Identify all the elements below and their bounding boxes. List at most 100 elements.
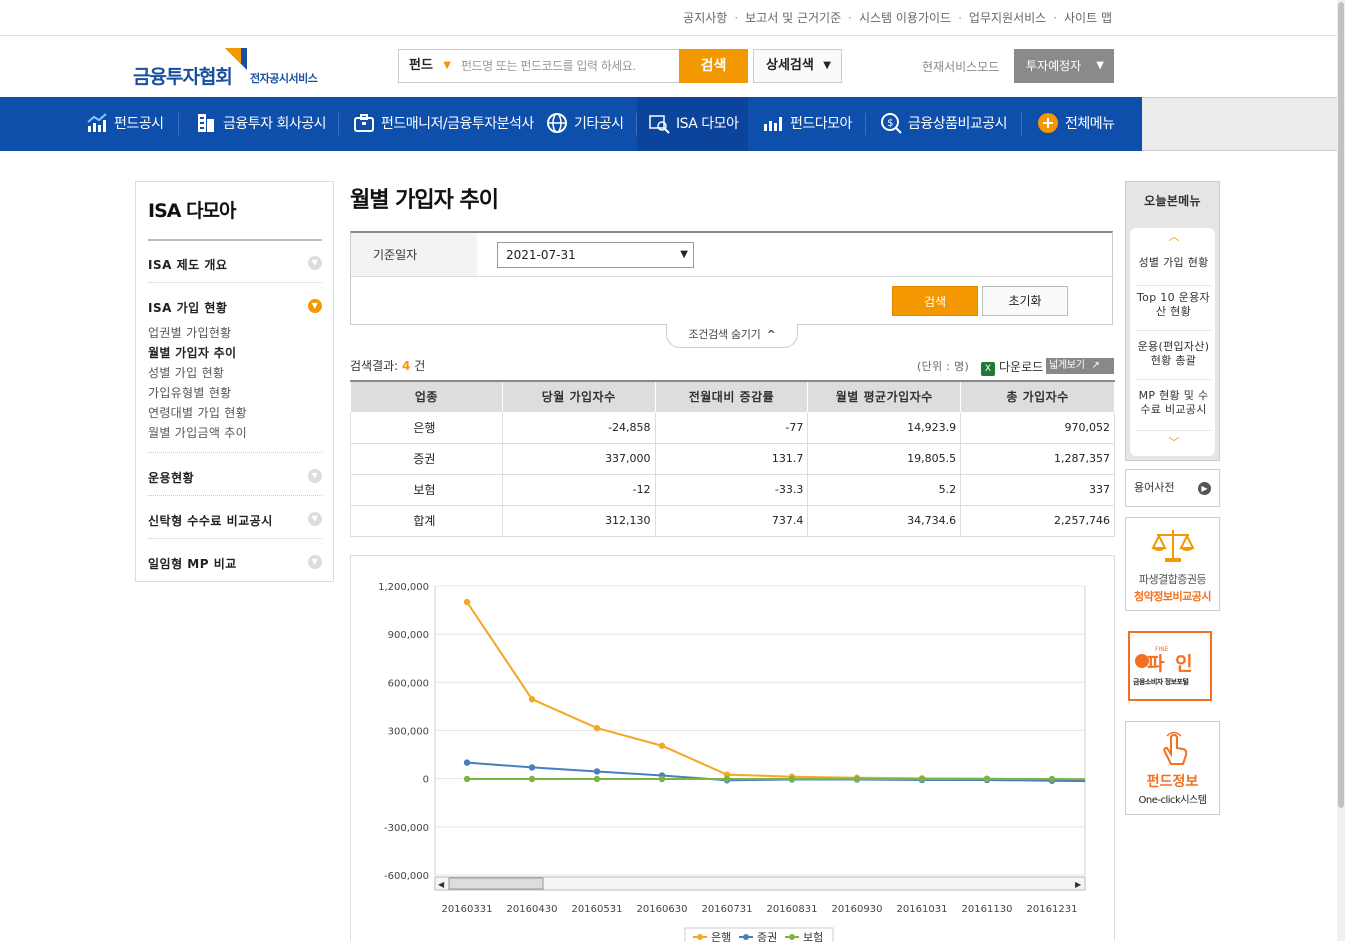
y-tick-label: 300,000: [388, 727, 429, 738]
page-scrollbar[interactable]: [1337, 0, 1345, 941]
banner-fine[interactable]: FINE 파 인 금융소비자 정보포털: [1125, 629, 1220, 703]
gnb-item-company[interactable]: 금융투자 회사공시: [195, 97, 326, 151]
data-point: [529, 764, 535, 770]
left-menu-trust-fee[interactable]: 신탁형 수수료 비교공시▼: [148, 512, 322, 529]
left-sub-by-gender[interactable]: 성별 가입 현황: [148, 364, 224, 381]
x-tick-label: 20160831: [767, 904, 818, 915]
advanced-search-button[interactable]: 상세검색 ▼: [753, 49, 842, 83]
left-menu-label: 일임형 MP 비교: [148, 557, 237, 571]
data-point: [464, 759, 470, 765]
left-sub-by-type[interactable]: 가입유형별 현황: [148, 384, 232, 401]
date-row: 2021-07-31 ▼: [477, 233, 1114, 277]
data-point: [594, 768, 600, 774]
logo[interactable]: 금융투자협회 전자공시서비스: [133, 48, 333, 88]
left-menu-isa-status[interactable]: ISA 가입 현황▼: [148, 299, 322, 316]
left-menu-isa-overview[interactable]: ISA 제도 개요 ▼: [148, 256, 322, 273]
reset-button[interactable]: 초기화: [982, 286, 1068, 316]
recent-menu-item[interactable]: MP 현황 및 수수료 비교공시: [1136, 389, 1211, 431]
search-condition-panel: 기준일자 2021-07-31 ▼ 검색 초기화: [350, 231, 1113, 325]
chevron-down-icon: ▼: [308, 299, 322, 313]
recent-menu-title: 오늘본메뉴: [1126, 182, 1219, 220]
service-mode-select[interactable]: 투자예정자 ▼: [1014, 49, 1114, 83]
banner-fund-info[interactable]: 펀드정보 One-click시스템: [1125, 721, 1220, 815]
gnb-item-compare[interactable]: $금융상품비교공시: [880, 97, 1007, 151]
table-row: 은행 -24,858 -77 14,923.9 970,052: [351, 412, 1115, 443]
column-header: 총 가입자수: [961, 381, 1115, 412]
table-cell: 312,130: [502, 505, 655, 536]
table-cell: 19,805.5: [808, 443, 961, 474]
legend-label: 은행: [711, 931, 731, 942]
download-label: 다운로드: [999, 360, 1043, 374]
gnb-item-isa[interactable]: ISA 다모아: [637, 97, 748, 151]
banner-fine-text: 파 인: [1147, 649, 1195, 676]
legend-label: 보험: [803, 931, 823, 942]
x-tick-label: 20161130: [962, 904, 1013, 915]
search-category-select[interactable]: 펀드 ▼: [399, 50, 457, 82]
chart-scroll-right-icon: ▶: [1075, 880, 1082, 889]
toggle-condition-button[interactable]: 조건검색 숨기기 ^: [666, 324, 798, 348]
left-sub-monthly-amount[interactable]: 월별 가입금액 추이: [148, 424, 247, 441]
left-nav-title: ISA 다모아: [148, 196, 236, 223]
date-select[interactable]: 2021-07-31 ▼: [497, 242, 694, 268]
recent-menu-item[interactable]: 성별 가입 현황: [1136, 256, 1211, 286]
gnb-item-fund-damoa[interactable]: 펀드다모아: [762, 97, 852, 151]
utility-bar: 공지사항 보고서 및 근거기준 시스템 이용가이드 업무지원서비스 사이트 맵: [0, 0, 1337, 36]
data-point: [594, 725, 600, 731]
advanced-search-label: 상세검색: [766, 58, 814, 73]
x-tick-label: 20160930: [832, 904, 883, 915]
left-menu-label: ISA 제도 개요: [148, 258, 227, 272]
left-menu-mp-compare[interactable]: 일임형 MP 비교▼: [148, 555, 322, 572]
scrollbar-thumb[interactable]: [1338, 2, 1344, 808]
gnb-label: 기타공시: [574, 116, 624, 132]
gnb-item-manager[interactable]: 펀드매니저/금융투자분석사: [353, 97, 534, 151]
search-input[interactable]: 펀드명 또는 펀드코드를 입력 하세요.: [461, 50, 636, 82]
x-tick-label: 20160430: [507, 904, 558, 915]
data-point: [529, 776, 535, 782]
search-button[interactable]: 검색: [679, 49, 748, 83]
y-tick-label: 900,000: [388, 630, 429, 641]
util-link-support[interactable]: 업무지원서비스: [951, 9, 1046, 26]
data-point: [464, 776, 470, 782]
table-cell: 131.7: [655, 443, 808, 474]
legend-marker: [789, 934, 795, 940]
banner-derivative-line1: 파생결합증권등: [1126, 571, 1219, 587]
x-tick-label: 20160331: [442, 904, 493, 915]
recent-menu-item[interactable]: Top 10 운용자산 현황: [1136, 291, 1211, 331]
result-count: 검색결과: 4 건: [350, 357, 425, 374]
left-sub-by-sector[interactable]: 업권별 가입현황: [148, 324, 232, 341]
chevron-up-icon[interactable]: ︿: [1163, 230, 1185, 244]
chevron-down-icon: ▼: [680, 243, 688, 267]
glossary-button[interactable]: 용어사전 ▶: [1125, 469, 1220, 507]
table-cell: 337: [961, 474, 1115, 505]
search-box: 펀드 ▼ 펀드명 또는 펀드코드를 입력 하세요.: [398, 49, 680, 83]
chevron-down-icon[interactable]: ﹀: [1163, 436, 1185, 450]
briefcase-icon: [353, 112, 375, 134]
table-cell: 2,257,746: [961, 505, 1115, 536]
condition-search-button[interactable]: 검색: [892, 286, 978, 316]
service-mode-label: 현재서비스모드: [922, 58, 999, 75]
chevron-down-icon: ▼: [308, 256, 322, 270]
wide-view-button[interactable]: 넓게보기 ↗: [1046, 358, 1114, 374]
gnb-item-fund[interactable]: 펀드공시: [86, 97, 164, 151]
gnb-item-all-menu[interactable]: 전체메뉴: [1037, 97, 1115, 151]
table-cell: 970,052: [961, 412, 1115, 443]
recent-menu-item[interactable]: 운용(편입자산) 현황 총괄: [1136, 340, 1211, 380]
table-row: 증권 337,000 131.7 19,805.5 1,287,357: [351, 443, 1115, 474]
left-sub-by-age[interactable]: 연령대별 가입 현황: [148, 404, 247, 421]
left-menu-operation[interactable]: 운용현황▼: [148, 469, 322, 486]
util-link-sitemap[interactable]: 사이트 맵: [1046, 9, 1112, 26]
table-cell: 34,734.6: [808, 505, 961, 536]
chart-up-icon: [86, 112, 108, 134]
table-cell: 합계: [351, 505, 503, 536]
gnb-item-other[interactable]: 기타공시: [546, 97, 624, 151]
banner-derivative[interactable]: 파생결합증권등 청약정보비교공시: [1125, 517, 1220, 611]
column-header: 당월 가입자수: [502, 381, 655, 412]
util-link-report[interactable]: 보고서 및 근거기준: [727, 9, 841, 26]
x-tick-label: 20161031: [897, 904, 948, 915]
left-sub-monthly-subscribers[interactable]: 월별 가입자 추이: [148, 344, 236, 361]
left-menu-divider: [148, 538, 322, 539]
plus-circle-icon: [1037, 112, 1059, 134]
util-link-guide[interactable]: 시스템 이용가이드: [841, 9, 951, 26]
util-link-notice[interactable]: 공지사항: [683, 9, 727, 26]
